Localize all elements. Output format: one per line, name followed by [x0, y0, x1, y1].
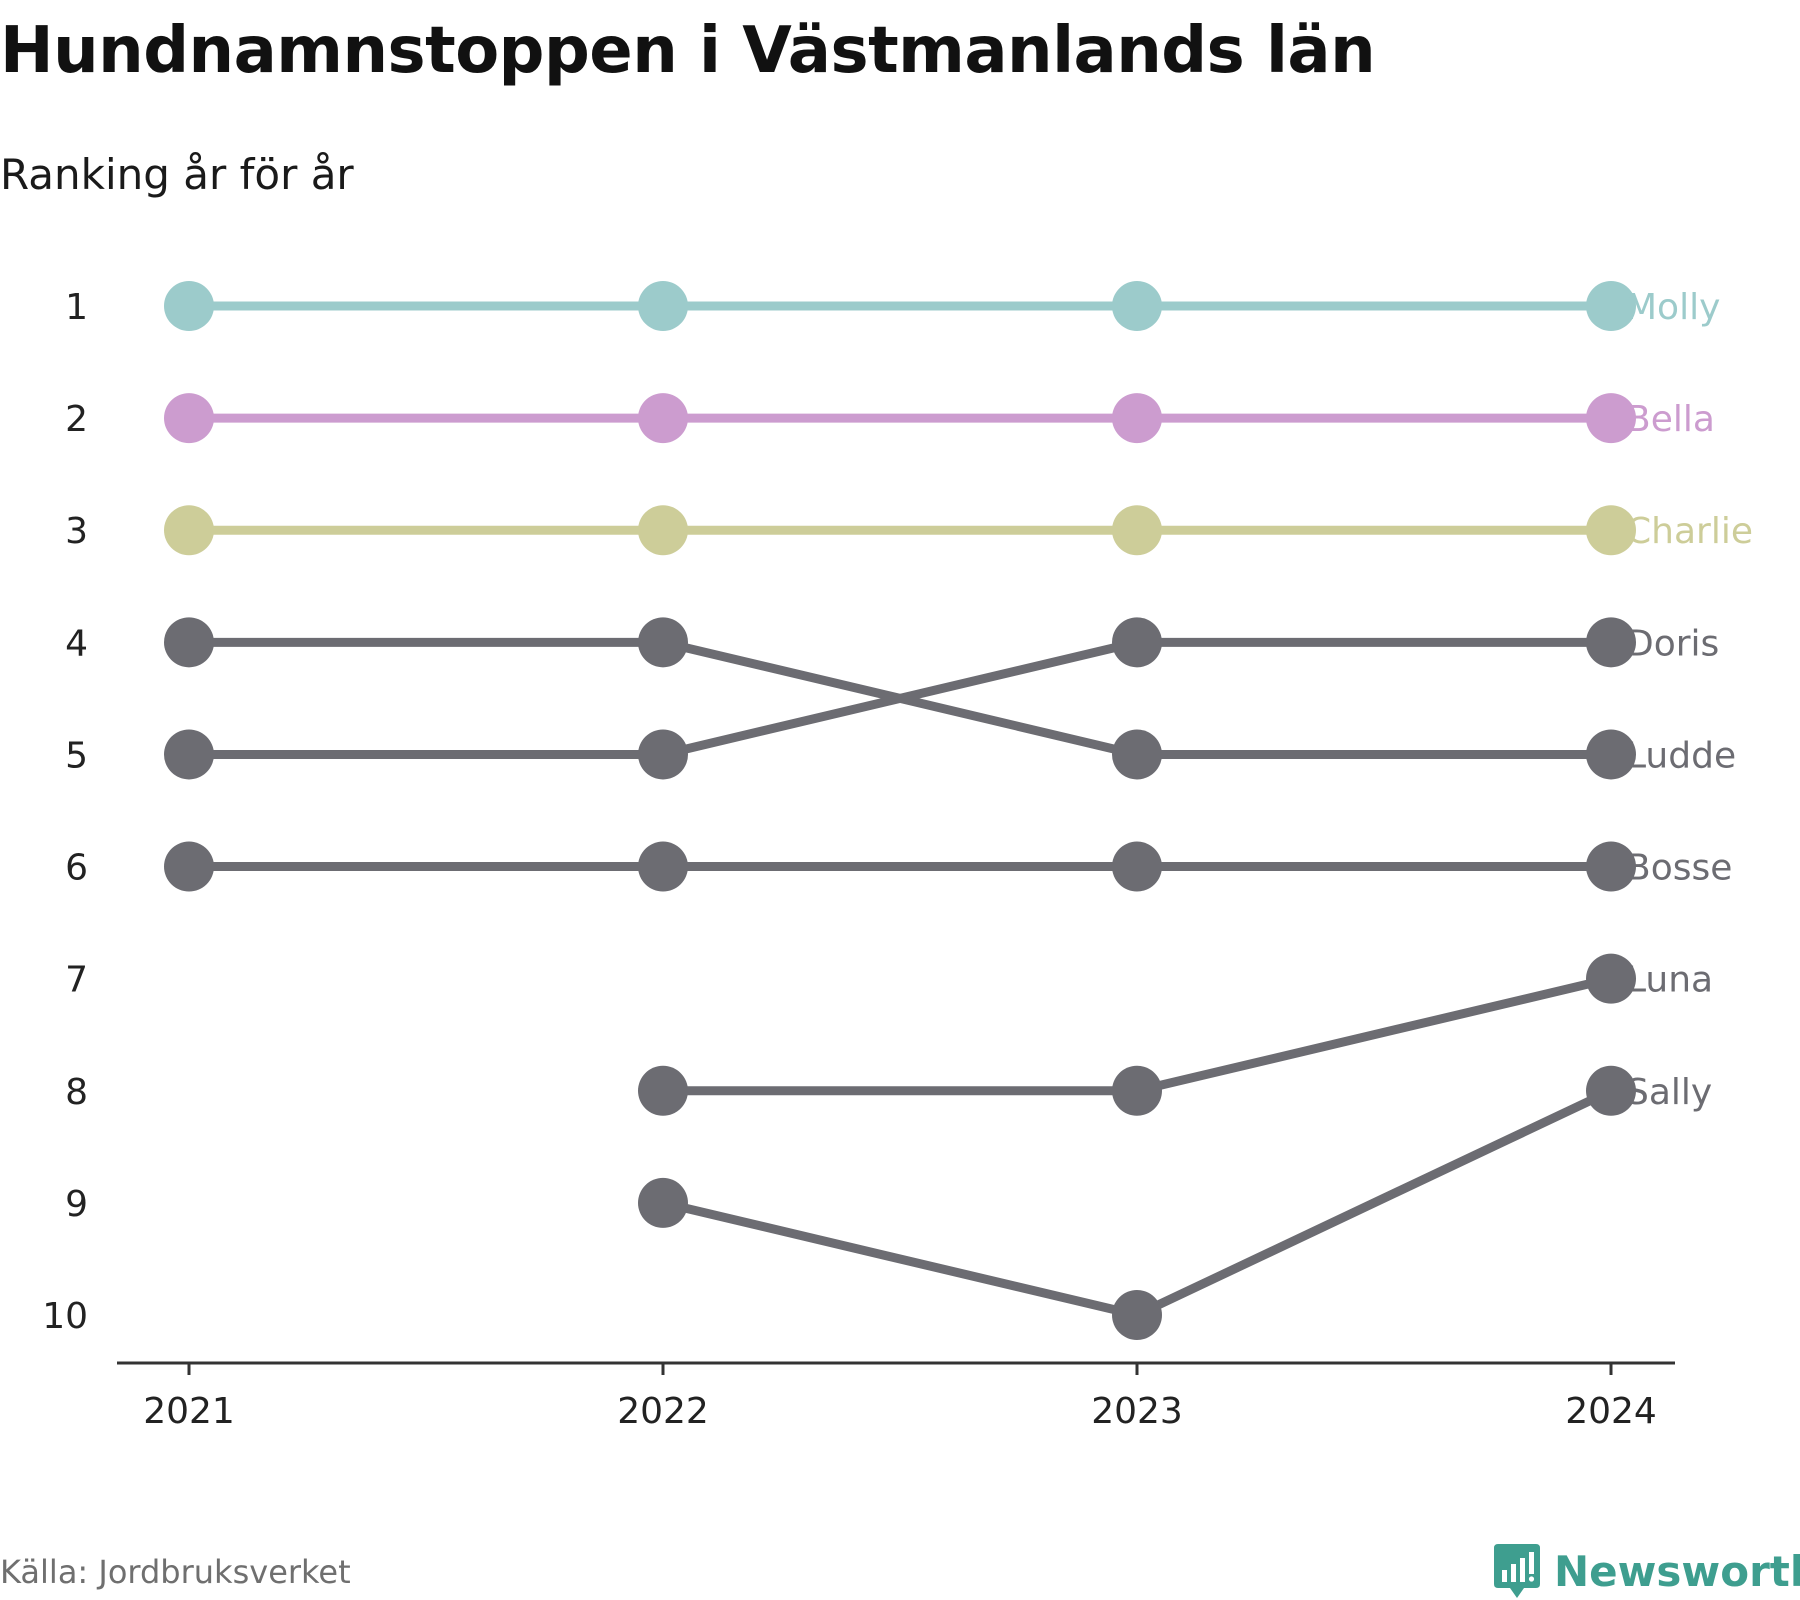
series-lines	[189, 301, 1613, 1320]
y-tick-label: 10	[42, 1296, 88, 1337]
chart-subtitle: Ranking år för år	[0, 150, 354, 199]
data-point-bella	[1112, 393, 1162, 444]
data-point-ludde	[638, 617, 688, 668]
series-label-luna: Luna	[1626, 960, 1713, 1001]
data-point-bella	[164, 393, 214, 444]
y-tick-label: 5	[65, 735, 88, 776]
series-label-molly: Molly	[1626, 287, 1720, 328]
brand-name: Newsworthy	[1554, 1546, 1800, 1596]
x-tick-label: 2024	[1565, 1391, 1657, 1432]
series-points	[164, 281, 1636, 1340]
series-line-ludde	[189, 637, 1611, 759]
source-note: Källa: Jordbruksverket	[0, 1553, 351, 1591]
data-point-ludde	[1112, 729, 1162, 780]
y-tick-label: 8	[65, 1072, 88, 1113]
data-point-charlie	[1586, 505, 1636, 556]
newsworthy-logo: Newsworthy	[1492, 1542, 1800, 1600]
data-point-charlie	[1112, 505, 1162, 556]
page-title: Hundnamnstoppen i Västmanlands län	[0, 14, 1376, 88]
data-point-molly	[1112, 281, 1162, 331]
x-tick-label: 2022	[617, 1391, 709, 1432]
series-label-charlie: Charlie	[1626, 511, 1753, 552]
series-label-bosse: Bosse	[1626, 848, 1732, 889]
data-point-luna	[1112, 1065, 1162, 1116]
data-point-luna	[1586, 953, 1636, 1004]
y-tick-label: 4	[65, 623, 88, 664]
y-tick-label: 9	[65, 1184, 88, 1225]
x-tick-label: 2021	[143, 1391, 235, 1432]
data-point-doris	[638, 729, 688, 780]
data-point-sally	[1586, 1065, 1636, 1116]
y-tick-label: 2	[65, 399, 88, 440]
ranking-chart: 1 2 3 4 5 6 7 8 9 10 Molly Bella Charlie Doris Ludde B…	[42, 281, 1753, 1432]
data-point-bosse	[164, 841, 214, 892]
series-label-sally: Sally	[1626, 1072, 1712, 1113]
data-point-bosse	[1112, 841, 1162, 892]
y-tick-label: 1	[65, 287, 88, 328]
y-tick-label: 7	[65, 960, 88, 1001]
y-tick-label: 3	[65, 511, 88, 552]
data-point-molly	[1586, 281, 1636, 331]
data-point-bella	[638, 393, 688, 444]
series-line-sally	[661, 1086, 1613, 1320]
x-axis-ticks: 2021 2022 2023 2024	[143, 1363, 1657, 1432]
data-point-sally	[638, 1177, 688, 1228]
y-axis-ticks: 1 2 3 4 5 6 7 8 9 10	[42, 287, 88, 1337]
data-point-charlie	[164, 505, 214, 556]
data-point-sally	[1112, 1290, 1162, 1340]
data-point-bosse	[638, 841, 688, 892]
x-tick-label: 2023	[1091, 1391, 1183, 1432]
series-label-doris: Doris	[1626, 623, 1719, 664]
data-point-ludde	[164, 617, 214, 668]
data-point-molly	[638, 281, 688, 331]
series-labels: Molly Bella Charlie Doris Ludde Bosse Luna Sall…	[1626, 287, 1753, 1113]
data-point-luna	[638, 1065, 688, 1116]
data-point-ludde	[1586, 729, 1636, 780]
data-point-doris	[1586, 617, 1636, 668]
bar-chart-speech-icon	[1494, 1544, 1540, 1598]
data-point-molly	[164, 281, 214, 331]
data-point-doris	[164, 729, 214, 780]
series-label-ludde: Ludde	[1626, 735, 1736, 776]
data-point-bella	[1586, 393, 1636, 444]
y-tick-label: 6	[65, 848, 88, 889]
data-point-bosse	[1586, 841, 1636, 892]
series-label-bella: Bella	[1626, 399, 1715, 440]
data-point-doris	[1112, 617, 1162, 668]
data-point-charlie	[638, 505, 688, 556]
